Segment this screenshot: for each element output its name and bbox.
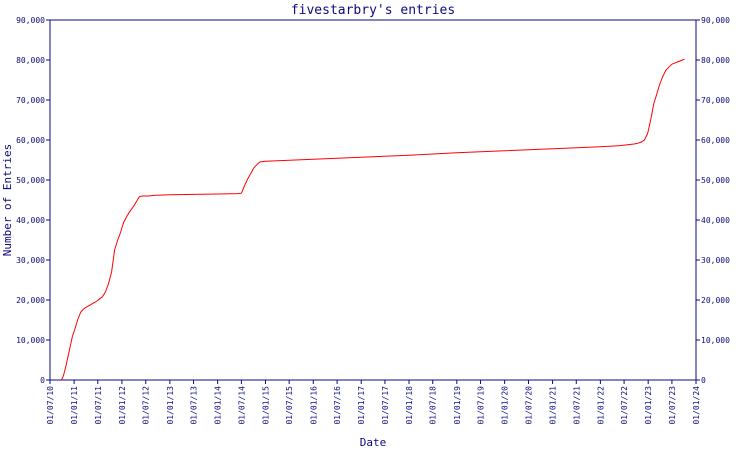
x-tick-label: 01/07/16	[333, 386, 342, 425]
x-tick-label: 01/01/16	[309, 386, 318, 425]
x-tick-label: 01/07/15	[285, 386, 294, 425]
y-tick-label-left: 60,000	[16, 136, 45, 145]
x-tick-label: 01/07/21	[572, 386, 581, 425]
x-tick-label: 01/01/18	[405, 386, 414, 425]
x-tick-label: 01/07/10	[46, 386, 55, 425]
x-tick-label: 01/07/11	[94, 386, 103, 425]
y-tick-label-left: 90,000	[16, 16, 45, 25]
y-tick-label-left: 40,000	[16, 216, 45, 225]
y-tick-label-left: 20,000	[16, 296, 45, 305]
x-axis-ticks: 01/07/10 01/01/11 01/07/11 01/01/12 01/07/12…	[46, 380, 701, 425]
x-tick-label: 01/01/22	[596, 386, 605, 425]
y-tick-label-right: 10,000	[701, 336, 730, 345]
y-axis-ticks-left: 0 10,000 20,000 30,000 40,000 50,000 60,000 70,…	[16, 16, 50, 385]
x-tick-label: 01/07/14	[237, 386, 246, 425]
y-tick-label-right: 70,000	[701, 96, 730, 105]
y-tick-label-right: 30,000	[701, 256, 730, 265]
x-tick-label: 01/01/24	[692, 386, 701, 425]
x-tick-label: 01/07/23	[668, 386, 677, 425]
x-tick-label: 01/01/17	[357, 386, 366, 425]
x-tick-label: 01/07/22	[620, 386, 629, 425]
y-tick-label-right: 20,000	[701, 296, 730, 305]
x-tick-label: 01/01/23	[644, 386, 653, 425]
entries-series-line	[60, 58, 685, 381]
x-tick-label: 01/07/17	[381, 386, 390, 425]
x-tick-label: 01/01/14	[214, 386, 223, 425]
y-tick-label-left: 0	[40, 376, 45, 385]
y-tick-label-right: 80,000	[701, 56, 730, 65]
y-axis-title: Number of Entries	[1, 144, 14, 257]
plot-area	[49, 19, 697, 381]
x-tick-label: 01/01/15	[261, 386, 270, 425]
x-tick-label: 01/01/20	[501, 386, 510, 425]
y-tick-label-right: 0	[701, 376, 706, 385]
x-tick-label: 01/01/12	[118, 386, 127, 425]
y-axis-ticks-right: 0 10,000 20,000 30,000 40,000 50,000 60,000 70,…	[696, 16, 730, 385]
x-tick-label: 01/07/20	[524, 386, 533, 425]
x-tick-label: 01/01/13	[166, 386, 175, 425]
x-tick-label: 01/07/13	[190, 386, 199, 425]
series-group	[60, 58, 685, 381]
x-tick-label: 01/01/11	[70, 386, 79, 425]
y-tick-label-left: 80,000	[16, 56, 45, 65]
x-tick-label: 01/07/18	[429, 386, 438, 425]
x-axis-title: Date	[360, 436, 387, 449]
chart-title: fivestarbry's entries	[291, 3, 455, 18]
y-tick-label-left: 30,000	[16, 256, 45, 265]
x-tick-label: 01/01/19	[453, 386, 462, 425]
x-tick-label: 01/07/12	[142, 386, 151, 425]
y-tick-label-right: 90,000	[701, 16, 730, 25]
y-tick-label-left: 70,000	[16, 96, 45, 105]
y-tick-label-right: 40,000	[701, 216, 730, 225]
x-tick-label: 01/07/19	[477, 386, 486, 425]
y-tick-label-left: 10,000	[16, 336, 45, 345]
y-tick-label-left: 50,000	[16, 176, 45, 185]
x-tick-label: 01/01/21	[549, 386, 558, 425]
y-tick-label-right: 60,000	[701, 136, 730, 145]
y-tick-label-right: 50,000	[701, 176, 730, 185]
